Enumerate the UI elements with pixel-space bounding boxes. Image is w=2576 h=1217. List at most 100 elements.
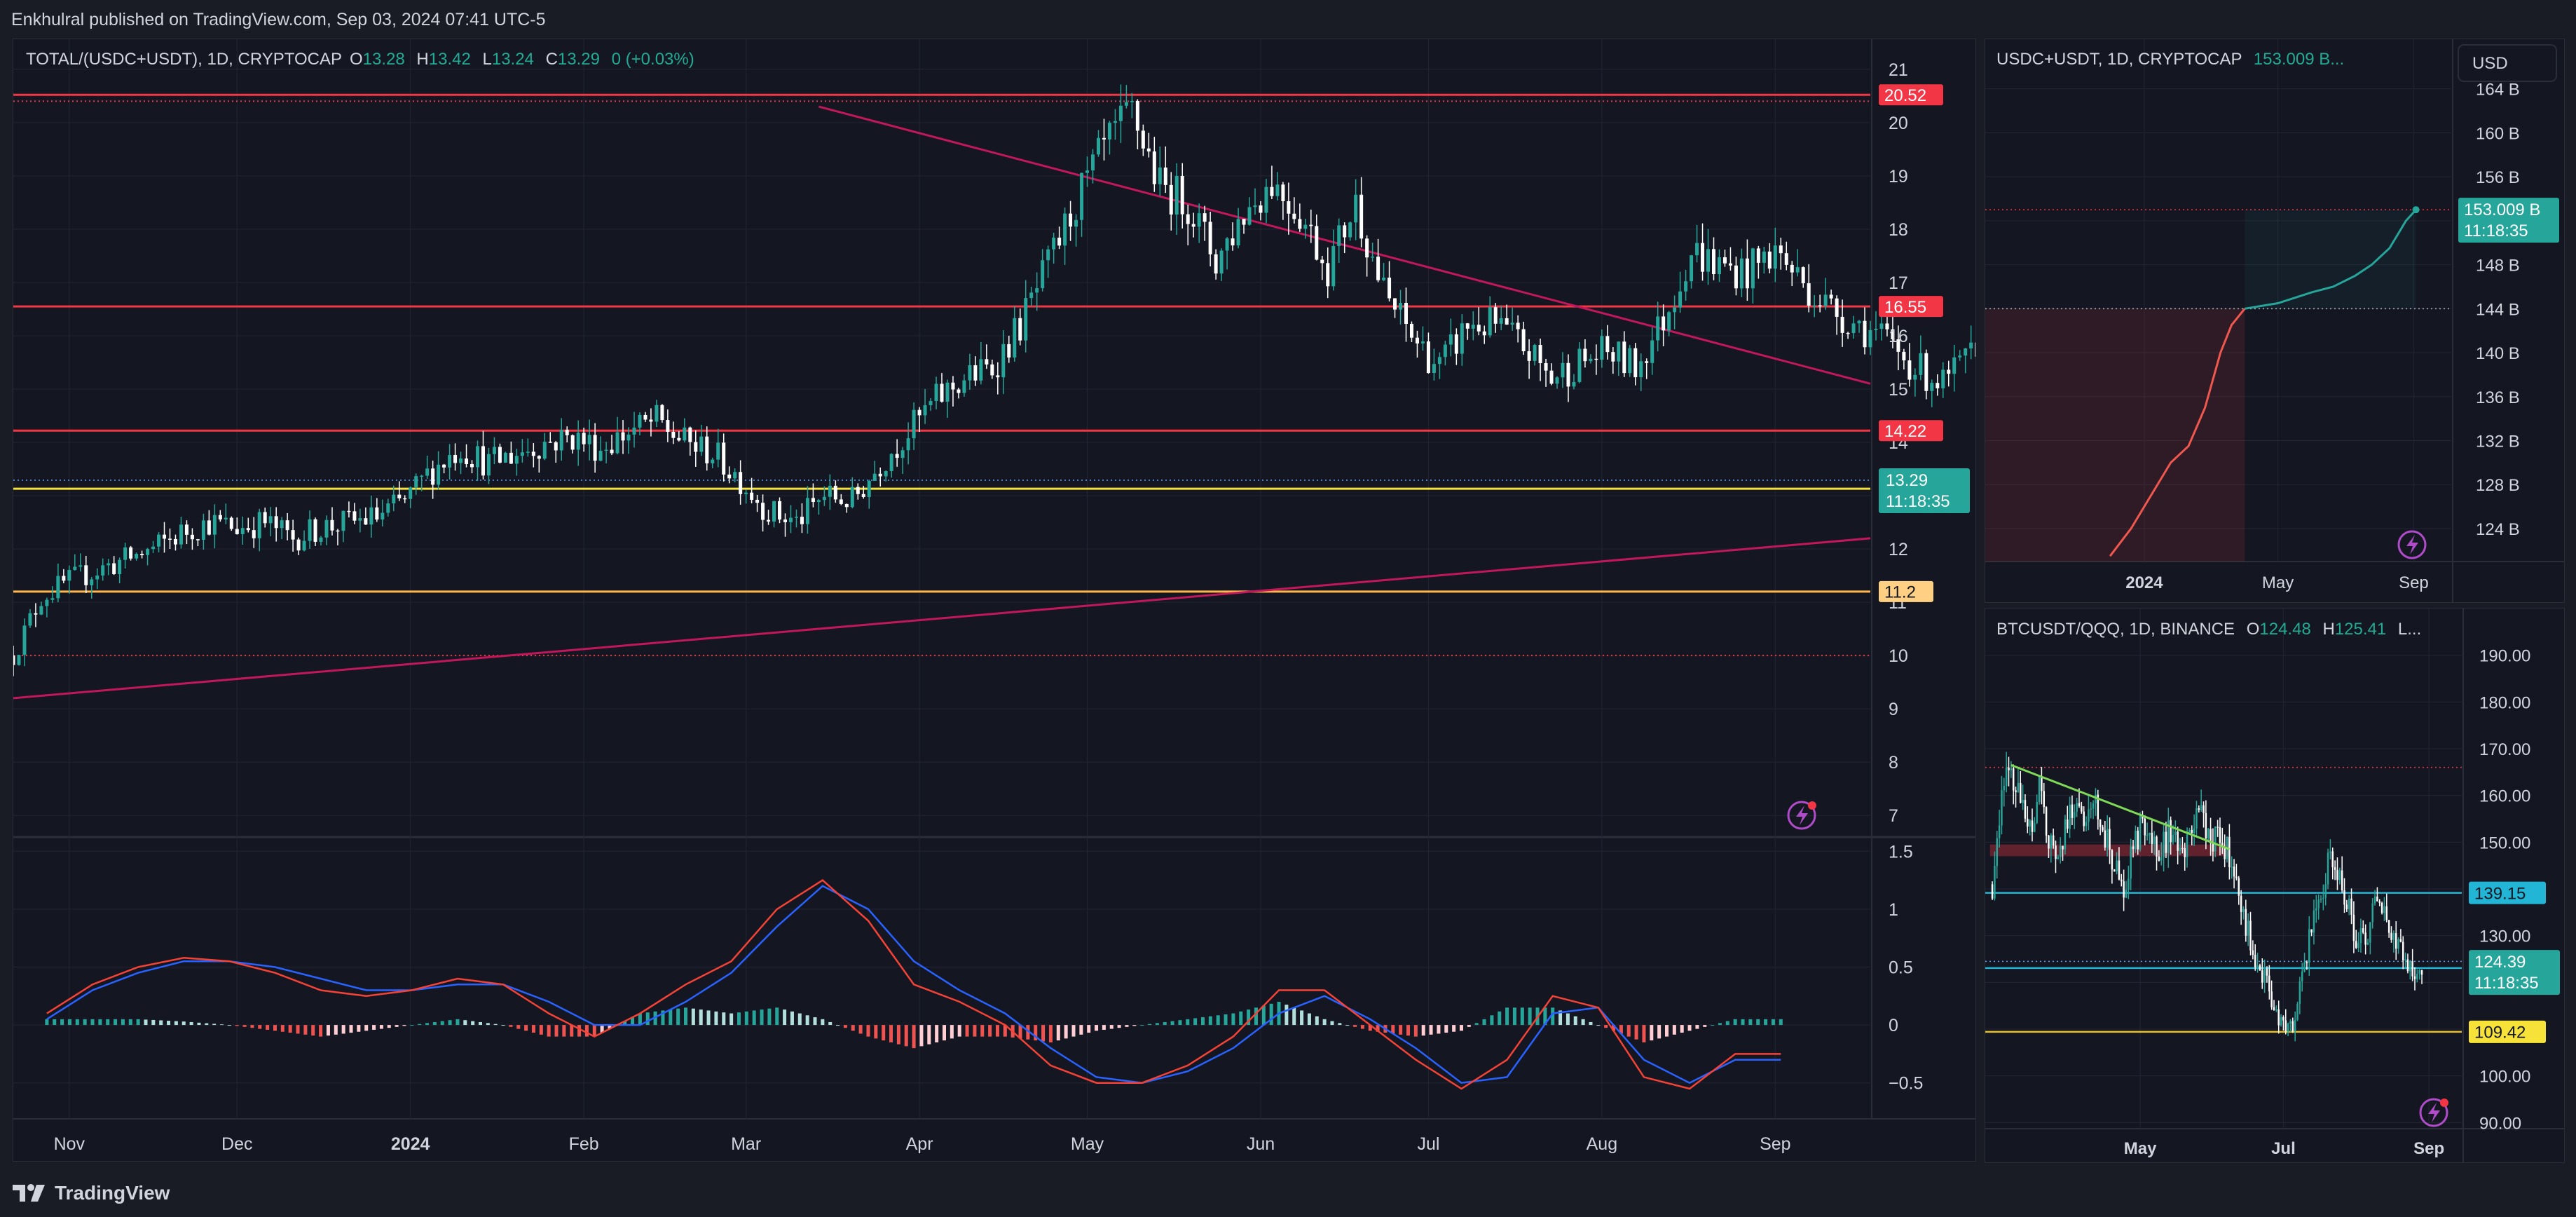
macd-histogram-bar bbox=[547, 1025, 551, 1037]
candle-body bbox=[1477, 325, 1481, 332]
candle-body bbox=[1208, 222, 1212, 254]
candle-body bbox=[2266, 969, 2268, 976]
candle-body bbox=[716, 442, 720, 460]
btc-qqq-chart-panel[interactable]: 90.00100.00110.00120.00130.00140.00150.0… bbox=[1985, 608, 2565, 1163]
alert-bolt-icon[interactable] bbox=[2419, 1098, 2448, 1127]
candle-body bbox=[1795, 267, 1800, 273]
candle-body bbox=[1085, 170, 1090, 173]
candle-body bbox=[1041, 260, 1045, 289]
macd-histogram-bar bbox=[1543, 1007, 1547, 1026]
candle-body bbox=[1180, 175, 1184, 215]
candle-body bbox=[151, 546, 156, 550]
macd-histogram-bar bbox=[1178, 1020, 1182, 1026]
candle-body bbox=[498, 447, 502, 463]
candle-body bbox=[1080, 172, 1084, 220]
candle-body bbox=[1835, 298, 1839, 317]
candle-body bbox=[1863, 320, 1867, 348]
candle-body bbox=[2099, 819, 2102, 827]
y-tick-label: 136 B bbox=[2476, 388, 2520, 407]
macd-histogram-bar bbox=[1687, 1025, 1692, 1031]
candle-body bbox=[2277, 1009, 2280, 1026]
candle-body bbox=[107, 563, 111, 566]
x-tick-label: Dec bbox=[221, 1134, 252, 1154]
candle-body bbox=[2373, 896, 2376, 904]
candle-body bbox=[2284, 1020, 2287, 1032]
macd-histogram-bar bbox=[1132, 1025, 1137, 1026]
candle-body bbox=[101, 565, 105, 576]
candle-body bbox=[296, 539, 301, 551]
candle-body bbox=[850, 487, 854, 508]
candle-body bbox=[486, 454, 491, 476]
candle-body bbox=[240, 528, 245, 534]
candle-body bbox=[861, 494, 865, 497]
candle-body bbox=[1118, 105, 1123, 121]
candle-body bbox=[2062, 845, 2064, 850]
main-chart[interactable]: −0.500.511.5 789101112131415161718192021… bbox=[13, 39, 1975, 1161]
candle-body bbox=[990, 364, 994, 376]
candle-body bbox=[1879, 323, 1884, 329]
candle-body bbox=[755, 499, 760, 503]
candle-body bbox=[1169, 184, 1173, 215]
candle-body bbox=[1533, 345, 1537, 361]
macd-histogram-bar bbox=[410, 1025, 414, 1026]
candle-body bbox=[2043, 791, 2045, 808]
candle-body bbox=[1152, 151, 1156, 184]
candle-body bbox=[84, 565, 88, 585]
candle-body bbox=[2376, 896, 2378, 902]
candle-body bbox=[968, 365, 972, 381]
macd-histogram-bar bbox=[425, 1023, 430, 1026]
candle-body bbox=[1561, 362, 1565, 378]
candle-body bbox=[73, 566, 77, 571]
candle-body bbox=[22, 625, 27, 655]
candle-body bbox=[2001, 790, 2003, 826]
macd-histogram-bar bbox=[212, 1024, 217, 1026]
candle-body bbox=[705, 436, 709, 463]
macd-histogram-bar bbox=[836, 1025, 840, 1026]
candle-body bbox=[280, 520, 284, 529]
candle-body bbox=[2345, 904, 2348, 909]
macd-histogram-bar bbox=[950, 1025, 954, 1039]
candle-body bbox=[867, 480, 871, 497]
alert-bolt-icon[interactable] bbox=[2397, 530, 2427, 559]
currency-button[interactable]: USD bbox=[2458, 44, 2557, 82]
btc-qqq-chart[interactable]: 90.00100.00110.00120.00130.00140.00150.0… bbox=[1985, 608, 2564, 1162]
footer-brand[interactable]: TradingView bbox=[13, 1179, 170, 1207]
macd-histogram-bar bbox=[995, 1025, 999, 1037]
candle-body bbox=[1420, 341, 1425, 344]
candle-body bbox=[2167, 820, 2170, 853]
main-chart-panel[interactable]: −0.500.511.5 789101112131415161718192021… bbox=[13, 39, 1976, 1162]
candle-body bbox=[621, 432, 625, 441]
candle-body bbox=[1287, 201, 1291, 214]
candle-body bbox=[2017, 782, 2020, 792]
candle-body bbox=[2193, 828, 2195, 834]
macd-histogram-bar bbox=[775, 1007, 779, 1026]
macd-histogram-bar bbox=[372, 1025, 376, 1030]
alert-bolt-icon[interactable] bbox=[1787, 801, 1816, 830]
candle-body bbox=[2186, 834, 2188, 857]
x-tick-label: Mar bbox=[731, 1134, 761, 1154]
candle-body bbox=[1907, 360, 1912, 380]
candle-body bbox=[884, 471, 888, 477]
candle-body bbox=[1415, 337, 1419, 344]
macd-histogram-bar bbox=[1437, 1025, 1441, 1034]
candle-body bbox=[2034, 823, 2036, 832]
macd-histogram-bar bbox=[1467, 1025, 1471, 1027]
macd-histogram-bar bbox=[1612, 1025, 1616, 1031]
candle-body bbox=[2231, 866, 2233, 868]
macd-histogram-bar bbox=[83, 1019, 87, 1026]
candle-body bbox=[957, 389, 961, 393]
candle-body bbox=[604, 449, 608, 451]
macd-histogram-bar bbox=[988, 1025, 992, 1037]
candle-body bbox=[291, 530, 295, 540]
candle-body bbox=[2219, 827, 2221, 843]
candle-body bbox=[1102, 137, 1106, 140]
candle-body bbox=[2111, 850, 2113, 870]
candle-body bbox=[2308, 929, 2310, 963]
macd-histogram-bar bbox=[752, 1010, 756, 1026]
macd-histogram-bar bbox=[1018, 1025, 1022, 1039]
macd-histogram-bar bbox=[1292, 1007, 1296, 1026]
candle-body bbox=[140, 554, 144, 555]
candle-body bbox=[1029, 292, 1034, 299]
